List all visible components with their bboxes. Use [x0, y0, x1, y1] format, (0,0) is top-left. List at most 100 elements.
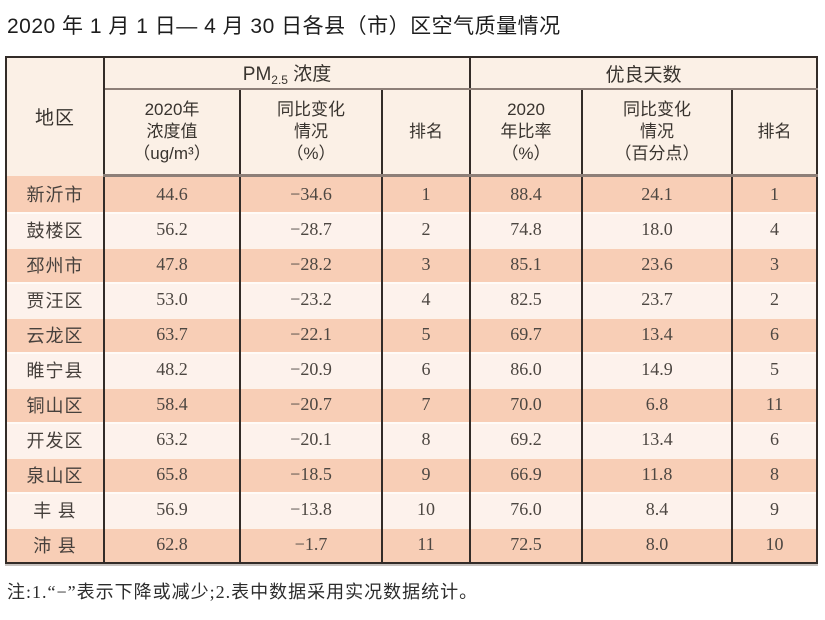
region-cell: 新沂市 [5, 175, 105, 212]
good-rate-cell: 70.0 [469, 387, 583, 422]
table-row: 铜山区 58.4 −20.7 7 70.0 6.8 11 [5, 387, 819, 422]
table-row: 睢宁县 48.2 −20.9 6 86.0 14.9 5 [5, 352, 819, 387]
region-cell: 贾汪区 [5, 282, 105, 317]
pm-value-cell: 58.4 [103, 387, 241, 422]
pm-change-cell: −20.1 [239, 422, 383, 457]
region-cell: 沛 县 [5, 527, 105, 563]
column-header-pm-rank: 排名 [381, 89, 471, 177]
good-rank-cell: 3 [730, 247, 819, 282]
good-rate-cell: 69.2 [469, 422, 583, 457]
pm-value-cell: 63.2 [103, 422, 241, 457]
table-row: 邳州市 47.8 −28.2 3 85.1 23.6 3 [5, 247, 819, 282]
region-cell: 鼓楼区 [5, 212, 105, 247]
region-cell: 云龙区 [5, 317, 105, 352]
table-row: 沛 县 62.8 −1.7 11 72.5 8.0 10 [5, 527, 819, 563]
good-rank-cell: 6 [730, 317, 819, 352]
good-rate-cell: 74.8 [469, 212, 583, 247]
table-body: 新沂市 44.6 −34.6 1 88.4 24.1 1 鼓楼区 56.2 −2… [5, 175, 819, 563]
pm-change-cell: −20.9 [239, 352, 383, 387]
column-group-good-days: 优良天数 [468, 57, 819, 90]
pm-rank-cell: 3 [381, 247, 471, 282]
good-rank-cell: 10 [730, 527, 819, 563]
page-title: 2020 年 1 月 1 日— 4 月 30 日各县（市）区空气质量情况 [7, 15, 561, 38]
good-change-cell: 13.4 [581, 317, 733, 352]
pm-rank-cell: 4 [381, 282, 471, 317]
good-rank-cell: 8 [730, 457, 819, 492]
table-row: 鼓楼区 56.2 −28.7 2 74.8 18.0 4 [5, 212, 819, 247]
pm25-label-suffix: 浓度 [287, 64, 332, 85]
pm-value-cell: 65.8 [103, 457, 241, 492]
good-change-cell: 23.6 [581, 247, 733, 282]
pm-rank-cell: 9 [381, 457, 471, 492]
good-rate-cell: 69.7 [469, 317, 583, 352]
good-rate-cell: 86.0 [469, 352, 583, 387]
good-rank-cell: 9 [730, 492, 819, 527]
pm-rank-cell: 6 [381, 352, 471, 387]
pm-rank-cell: 5 [381, 317, 471, 352]
good-rate-cell: 85.1 [469, 247, 583, 282]
good-rate-cell: 76.0 [469, 492, 583, 527]
pm-rank-cell: 1 [381, 175, 471, 212]
pm-rank-cell: 11 [381, 527, 471, 563]
good-rank-cell: 2 [730, 282, 819, 317]
good-change-cell: 23.7 [581, 282, 733, 317]
table-row: 丰 县 56.9 −13.8 10 76.0 8.4 9 [5, 492, 819, 527]
table-row: 泉山区 65.8 −18.5 9 66.9 11.8 8 [5, 457, 819, 492]
pm-value-cell: 47.8 [103, 247, 241, 282]
column-group-pm25: PM2.5 浓度 [103, 57, 471, 90]
pm-change-cell: −28.2 [239, 247, 383, 282]
pm-rank-cell: 2 [381, 212, 471, 247]
pm-value-cell: 63.7 [103, 317, 241, 352]
good-rank-cell: 1 [730, 175, 819, 212]
pm-rank-cell: 10 [381, 492, 471, 527]
pm-change-cell: −1.7 [239, 527, 383, 563]
pm-change-cell: −18.5 [239, 457, 383, 492]
table-row: 云龙区 63.7 −22.1 5 69.7 13.4 6 [5, 317, 819, 352]
table-row: 新沂市 44.6 −34.6 1 88.4 24.1 1 [5, 175, 819, 212]
column-header-region: 地区 [5, 57, 105, 176]
pm25-label-prefix: PM [242, 64, 272, 85]
good-change-cell: 13.4 [581, 422, 733, 457]
good-change-cell: 6.8 [581, 387, 733, 422]
pm-rank-cell: 7 [381, 387, 471, 422]
good-change-cell: 14.9 [581, 352, 733, 387]
region-cell: 泉山区 [5, 457, 105, 492]
table-row: 开发区 63.2 −20.1 8 69.2 13.4 6 [5, 422, 819, 457]
pm-value-cell: 62.8 [103, 527, 241, 563]
region-cell: 睢宁县 [5, 352, 105, 387]
good-change-cell: 8.4 [581, 492, 733, 527]
region-cell: 丰 县 [5, 492, 105, 527]
pm-change-cell: −22.1 [239, 317, 383, 352]
column-header-pm-change: 同比变化 情况 （%） [239, 89, 383, 177]
good-change-cell: 8.0 [581, 527, 733, 563]
pm-change-cell: −28.7 [239, 212, 383, 247]
good-rate-cell: 66.9 [469, 457, 583, 492]
column-header-good-change: 同比变化 情况 （百分点） [581, 89, 733, 177]
region-cell: 开发区 [5, 422, 105, 457]
pm-change-cell: −20.7 [239, 387, 383, 422]
pm-value-cell: 56.9 [103, 492, 241, 527]
good-rank-cell: 5 [730, 352, 819, 387]
air-quality-table: 地区 PM2.5 浓度 优良天数 2020年 浓度值 （ug/m³） 同比变化 … [5, 56, 819, 564]
good-rate-cell: 72.5 [469, 527, 583, 563]
good-change-cell: 18.0 [581, 212, 733, 247]
good-rate-cell: 88.4 [469, 175, 583, 212]
pm25-label-subscript: 2.5 [271, 73, 288, 87]
pm-value-cell: 56.2 [103, 212, 241, 247]
pm-change-cell: −13.8 [239, 492, 383, 527]
column-header-pm-value: 2020年 浓度值 （ug/m³） [103, 89, 241, 177]
pm-change-cell: −34.6 [239, 175, 383, 212]
table-header: 地区 PM2.5 浓度 优良天数 2020年 浓度值 （ug/m³） 同比变化 … [5, 57, 819, 177]
pm-value-cell: 53.0 [103, 282, 241, 317]
table-row: 贾汪区 53.0 −23.2 4 82.5 23.7 2 [5, 282, 819, 317]
region-cell: 铜山区 [5, 387, 105, 422]
region-cell: 邳州市 [5, 247, 105, 282]
column-header-good-rate: 2020 年比率 （%） [469, 89, 583, 177]
page: 2020 年 1 月 1 日— 4 月 30 日各县（市）区空气质量情况 地区 … [5, 15, 819, 602]
pm-value-cell: 48.2 [103, 352, 241, 387]
header-sub-row: 2020年 浓度值 （ug/m³） 同比变化 情况 （%） 排名 2020 年比… [6, 89, 819, 177]
column-header-good-rank: 排名 [730, 89, 819, 177]
pm-rank-cell: 8 [381, 422, 471, 457]
header-group-row: 地区 PM2.5 浓度 优良天数 [5, 57, 819, 176]
pm-change-cell: −23.2 [239, 282, 383, 317]
